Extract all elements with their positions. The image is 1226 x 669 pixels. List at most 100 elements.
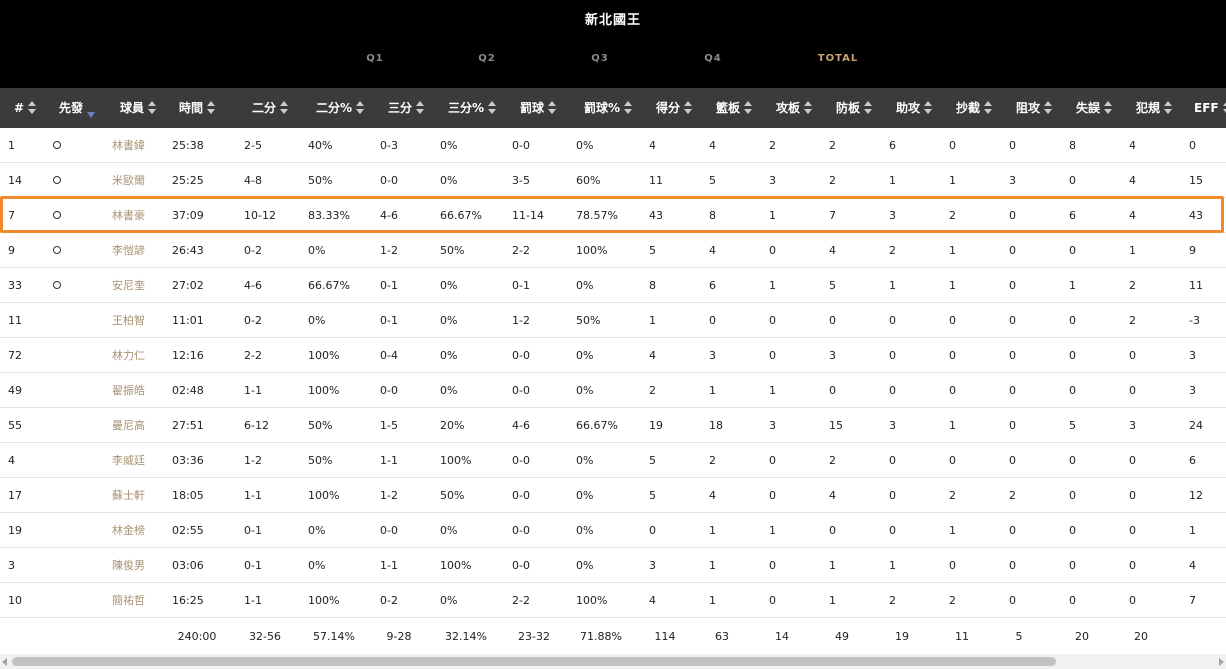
cell-num: 4 [8,454,15,467]
tab-q1[interactable]: Q1 [366,53,384,64]
cell-blk: 0 [1009,244,1016,257]
cell-fg2: 2-5 [244,139,262,152]
column-header-label: # [14,101,25,115]
cell-num: 72 [8,349,22,362]
column-header-blk[interactable]: 阻攻 [1016,88,1053,128]
cell-stl: 0 [949,559,956,572]
column-header-dreb[interactable]: 防板 [836,88,873,128]
tab-q2[interactable]: Q2 [478,53,496,64]
player-name-link[interactable]: 蘇士軒 [112,489,145,502]
column-header-name[interactable]: 球員 [120,88,157,128]
cell-ft-pct: 0% [576,489,594,502]
scroll-right-arrow-icon[interactable] [1219,658,1224,666]
player-name-link[interactable]: 翟振皓 [112,384,145,397]
player-name-link[interactable]: 林書緯 [112,139,145,152]
column-header-fg2[interactable]: 二分 [252,88,289,128]
scroll-left-arrow-icon[interactable] [2,658,7,666]
column-header-ast[interactable]: 助攻 [896,88,933,128]
cell-fg3: 1-2 [380,244,398,257]
player-name-link[interactable]: 簡祐哲 [112,594,145,607]
cell-ft-pct: 0% [576,279,594,292]
column-header-stl[interactable]: 抄截 [956,88,993,128]
tab-q3[interactable]: Q3 [591,53,609,64]
starter-cell [53,233,61,268]
column-header-starter[interactable]: 先發 [59,88,96,128]
totals-row: 240:00 32-56 57.14% 9-28 32.14% 23-32 71.88% 11… [0,620,1226,654]
player-name-link[interactable]: 李愷諺 [112,244,145,257]
column-header-fg2-pct[interactable]: 二分% [316,88,365,128]
tab-q4[interactable]: Q4 [704,53,722,64]
cell-oreb: 0 [769,594,776,607]
column-header-pf[interactable]: 犯規 [1136,88,1173,128]
sort-icon [1164,100,1173,115]
scrollbar-thumb[interactable] [12,657,1056,666]
column-header-ft-pct[interactable]: 罰球% [584,88,633,128]
cell-fg3-pct: 0% [440,314,458,327]
table-row: 72 林力仁 12:16 2-2 100% 0-4 0% 0-0 0% 4 3 0 3 0 0 0 0 0 3 [0,338,1226,373]
column-header-fg3[interactable]: 三分 [388,88,425,128]
starter-circle-icon [53,176,61,184]
cell-num: 1 [8,139,15,152]
player-name-link[interactable]: 林金榜 [112,524,145,537]
cell-dreb: 0 [829,314,836,327]
column-header-pts[interactable]: 得分 [656,88,693,128]
sort-icon [356,100,365,115]
column-header-oreb[interactable]: 攻板 [776,88,813,128]
cell-eff: 12 [1189,489,1203,502]
player-name-link[interactable]: 林書豪 [112,209,145,222]
player-name-link[interactable]: 米歐爾 [112,174,145,187]
cell-ast: 1 [889,174,896,187]
cell-oreb: 0 [769,559,776,572]
cell-blk: 0 [1009,209,1016,222]
cell-ft-pct: 100% [576,244,608,257]
cell-fg2-pct: 100% [308,349,340,362]
cell-pf: 0 [1129,349,1136,362]
cell-time: 27:51 [172,419,204,432]
player-name-link[interactable]: 李威廷 [112,454,145,467]
column-header-time[interactable]: 時間 [179,88,216,128]
cell-blk: 0 [1009,419,1016,432]
player-name-link[interactable]: 陳俊男 [112,559,145,572]
cell-oreb: 2 [769,139,776,152]
tab-total[interactable]: TOTAL [817,53,859,64]
cell-pf: 1 [1129,244,1136,257]
cell-fg2: 0-1 [244,559,262,572]
cell-oreb: 0 [769,489,776,502]
total-pf: 20 [1134,630,1148,643]
column-header-label: 抄截 [956,101,981,115]
column-header-eff[interactable]: EFF [1194,88,1226,128]
horizontal-scrollbar[interactable] [0,654,1226,669]
cell-ft: 0-0 [512,349,530,362]
cell-time: 18:05 [172,489,204,502]
player-name-link[interactable]: 王柏智 [112,314,145,327]
column-header-ft[interactable]: 罰球 [520,88,557,128]
cell-pts: 1 [649,314,656,327]
sort-icon [148,100,157,115]
player-name-link[interactable]: 曼尼高 [112,419,145,432]
cell-fg3-pct: 0% [440,349,458,362]
column-header-label: 得分 [656,101,681,115]
column-header-tov[interactable]: 失誤 [1076,88,1113,128]
column-header-label: 時間 [179,101,204,115]
cell-eff: 9 [1189,244,1196,257]
cell-stl: 1 [949,244,956,257]
cell-num: 11 [8,314,22,327]
cell-fg2: 10-12 [244,209,276,222]
total-stl: 11 [955,630,969,643]
column-header-label: EFF [1194,101,1219,115]
cell-tov: 5 [1069,419,1076,432]
table-row: 19 林金榜 02:55 0-1 0% 0-0 0% 0-0 0% 0 1 1 0 0 1 0 0 0 1 [0,513,1226,548]
player-name-link[interactable]: 林力仁 [112,349,145,362]
column-header-reb[interactable]: 籃板 [716,88,753,128]
column-header-fg3-pct[interactable]: 三分% [448,88,497,128]
cell-reb: 1 [709,384,716,397]
cell-stl: 1 [949,524,956,537]
cell-blk: 2 [1009,489,1016,502]
cell-ft-pct: 0% [576,524,594,537]
cell-pts: 43 [649,209,663,222]
player-name-link[interactable]: 安尼奎 [112,279,145,292]
cell-pts: 5 [649,489,656,502]
column-header-num[interactable]: # [14,88,37,128]
cell-fg2-pct: 50% [308,174,333,187]
cell-fg2-pct: 50% [308,454,333,467]
